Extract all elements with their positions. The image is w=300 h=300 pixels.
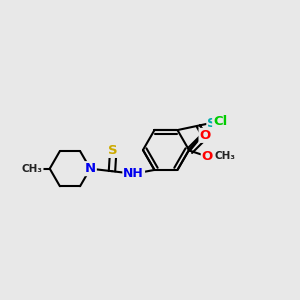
Text: NH: NH bbox=[123, 167, 144, 180]
Text: S: S bbox=[207, 117, 217, 130]
Text: O: O bbox=[200, 129, 211, 142]
Text: Cl: Cl bbox=[213, 115, 227, 128]
Text: O: O bbox=[202, 150, 213, 163]
Text: CH₃: CH₃ bbox=[22, 164, 43, 174]
Text: S: S bbox=[108, 144, 118, 157]
Text: N: N bbox=[85, 162, 96, 175]
Text: CH₃: CH₃ bbox=[214, 152, 236, 161]
